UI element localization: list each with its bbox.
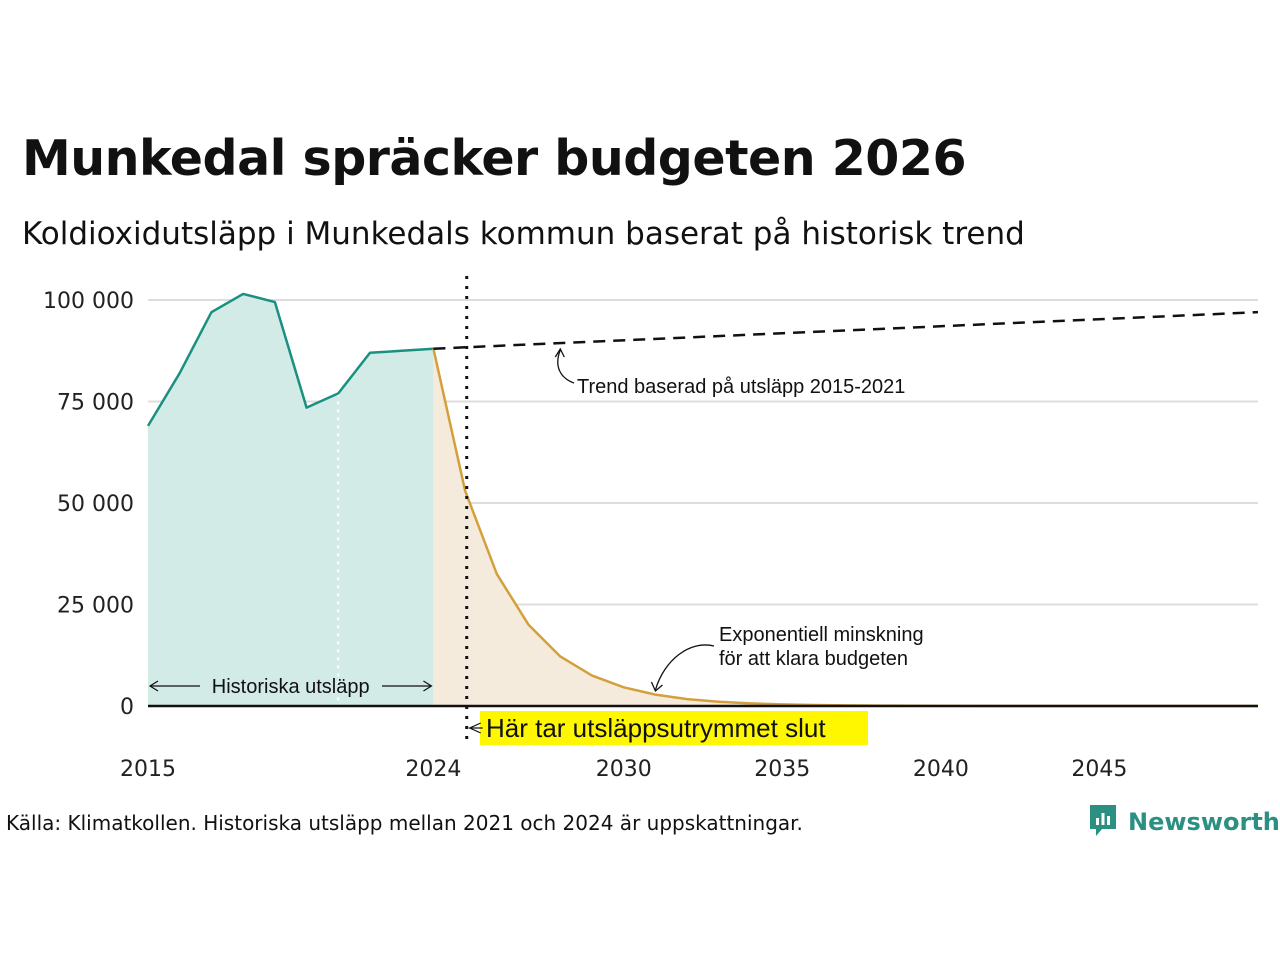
y-tick-label: 100 000	[43, 289, 134, 314]
series-line-0	[146, 292, 434, 427]
x-tick-label: 2030	[596, 757, 652, 782]
x-tick-label: 2035	[754, 757, 810, 782]
decline-arrowhead	[650, 681, 663, 693]
x-tick-label: 2024	[405, 757, 461, 782]
budget-end-label: Här tar utsläppsutrymmet slut	[486, 713, 826, 743]
newsworthy-logo-icon	[1088, 803, 1118, 841]
trend-arrowhead	[554, 347, 565, 358]
x-tick-label: 2015	[120, 757, 176, 782]
series-line-2	[433, 310, 1259, 350]
chart-title: Munkedal spräcker budgeten 2026	[22, 130, 967, 187]
arrowhead-right	[423, 680, 433, 692]
series-area-0	[148, 293, 434, 706]
x-tick-label: 2040	[913, 757, 969, 782]
arrowhead-left	[148, 680, 159, 692]
x-tick-label: 2045	[1071, 757, 1127, 782]
budget-end-highlight	[480, 711, 868, 745]
axes: 0 25 000 50 000 75 000 100 000 2015 2024 2030 20…	[43, 289, 1258, 782]
annotations: Historiska utsläpp Trend baserad på utslä…	[148, 276, 924, 746]
y-tick-label: 25 000	[57, 594, 134, 619]
series-area-1	[433, 348, 1258, 706]
trend-label: Trend baserad på utsläpp 2015-2021	[577, 376, 905, 398]
brand-logo[interactable]: Newsworthy	[1088, 803, 1280, 841]
decline-arrow	[654, 644, 715, 691]
y-tick-label: 0	[120, 695, 134, 720]
brand-name: Newsworthy	[1128, 808, 1280, 836]
y-tick-label: 75 000	[57, 391, 134, 416]
chart-subtitle: Koldioxidutsläpp i Munkedals kommun base…	[22, 216, 1025, 252]
decline-label-line2: för att klara budgeten	[719, 648, 908, 670]
area-fills	[148, 293, 1258, 706]
decline-label-line1: Exponentiell minskning	[719, 624, 924, 646]
trend-arrow	[557, 349, 575, 384]
source-note: Källa: Klimatkollen. Historiska utsläpp …	[6, 811, 803, 835]
y-tick-label: 50 000	[57, 492, 134, 517]
historical-label: Historiska utsläpp	[212, 676, 370, 698]
